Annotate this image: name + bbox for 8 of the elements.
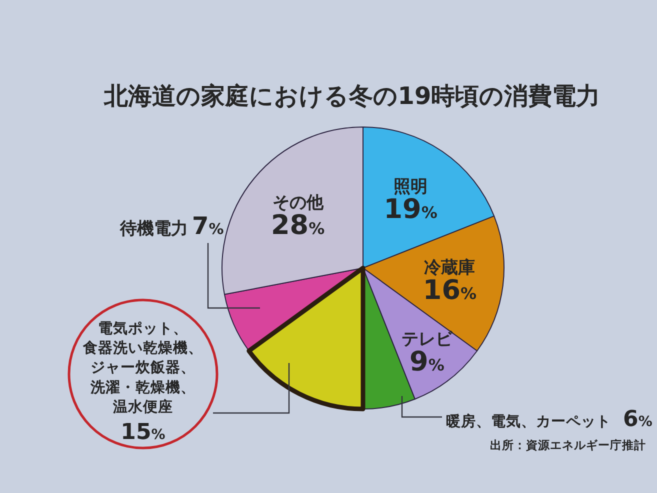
slice-label: 暖房、電気、カーペット (446, 412, 611, 430)
chart-title: 北海道の家庭における冬の19時頃の消費電力 (102, 82, 600, 110)
slice-label: 電気ポット、食器洗い乾燥機、ジャー炊飯器、洗濯・乾燥機、温水便座 (82, 320, 203, 416)
text: 出所：資源エネルギー庁推計 (490, 438, 646, 452)
data-label: 15% (120, 420, 166, 445)
data-label: 7% (192, 212, 224, 240)
slice-label: 待機電力 (119, 219, 188, 239)
data-label: 6% (623, 407, 652, 432)
